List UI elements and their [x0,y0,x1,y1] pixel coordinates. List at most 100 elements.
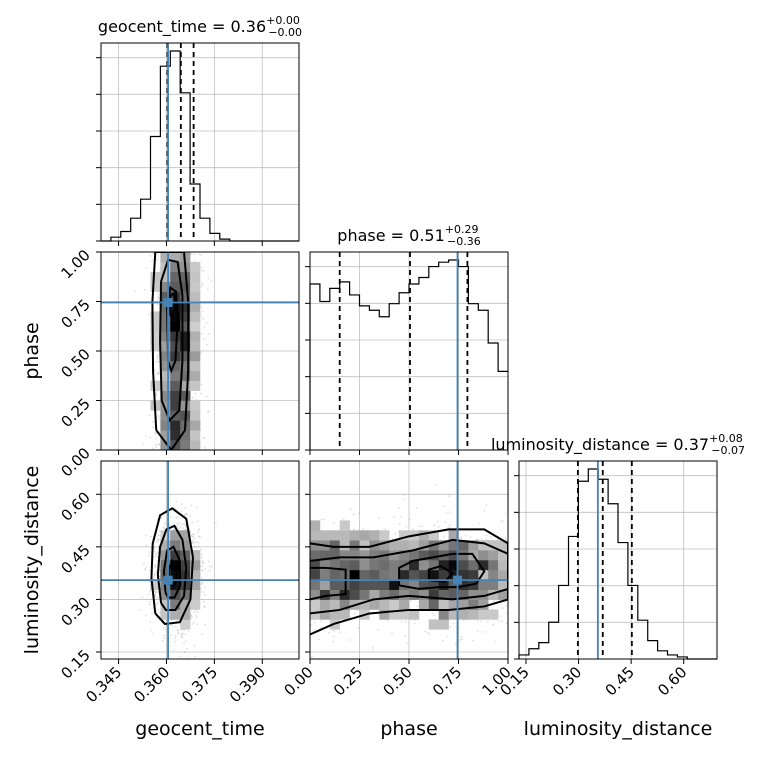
sample-point [180,633,183,636]
sample-point [461,638,464,641]
sample-point [154,550,156,553]
sample-point [158,568,161,571]
sample-point [203,600,206,603]
sample-point [197,529,200,532]
density-cell [170,400,181,411]
panel-content [101,252,299,450]
sample-point [157,360,160,363]
density-cell [170,599,181,610]
density-cell [150,281,161,292]
sample-point [208,565,211,568]
sample-point [154,593,157,596]
sample-point [182,632,185,635]
density-cell [170,569,181,581]
sample-point [145,534,147,537]
sample-point [469,536,472,539]
sample-point [185,647,188,650]
sample-point [148,603,151,606]
sample-point [163,634,166,637]
sample-point [184,514,186,517]
density-cell [160,390,171,401]
density-cell [190,351,201,362]
density-cell [160,530,171,541]
density-cell [160,311,171,322]
sample-point [200,313,202,315]
density-cell [180,430,191,441]
density-cell [180,400,191,411]
sample-point [207,277,210,280]
density-cell [160,400,171,411]
sample-point [174,507,177,510]
sample-point [158,416,160,419]
density-cell [170,360,181,372]
sample-point [204,568,207,571]
sample-point [162,526,165,529]
sample-point [193,611,196,613]
density-cell [170,390,181,401]
sample-point [157,539,160,542]
sample-point [194,655,196,658]
sample-point [157,303,159,306]
sample-point [201,633,204,636]
sample-point [416,605,419,608]
sample-point [184,512,187,515]
sample-point [192,541,195,544]
sample-point [151,611,153,614]
sample-point [174,634,177,637]
sample-point [150,629,153,632]
sample-point [148,581,151,583]
sample-point [184,524,187,527]
sample-point [149,436,151,439]
truth-point [163,575,173,585]
sample-point [189,514,191,517]
sample-point [177,521,179,524]
histogram-step-luminosity_distance [518,468,717,660]
density-cell [160,410,171,421]
density-cell [160,589,171,600]
panel-content [101,461,299,659]
y-tick-label: 0.30 [57,594,93,630]
sample-point [163,637,165,640]
density-cell [150,311,161,322]
sample-point [458,640,460,643]
sample-point [148,414,151,417]
sample-point [148,570,151,572]
sample-point [154,591,157,593]
sample-point [184,507,186,510]
hist-panel-geocent_time [96,42,300,246]
sample-point [204,623,206,626]
sample-point [150,598,153,601]
contour-level [162,545,182,599]
sample-point [171,624,174,627]
sample-point [172,528,175,531]
density-cell [190,291,201,302]
sample-point [149,590,152,592]
sample-point [459,638,462,641]
sample-point [160,517,163,519]
sample-point [207,287,209,290]
density-cell [170,370,181,381]
density-cell [190,360,201,372]
sample-point [155,553,158,556]
contour-level [156,524,188,611]
x-tick-label: 0.345 [82,663,125,706]
sample-point [191,533,194,536]
density-cell [180,370,191,381]
sample-point [156,293,159,296]
sample-point [190,615,193,618]
sample-point [184,528,186,531]
x-tick-label: 0.45 [602,663,638,699]
sample-point [176,516,179,519]
sample-point [153,547,156,550]
sample-point [190,614,193,617]
sample-point [157,541,159,544]
x-tick-label: 0.375 [178,663,221,706]
y-tick-label: 0.15 [57,646,93,682]
sample-point [203,605,206,608]
sample-point [183,523,186,525]
sample-point [156,555,158,558]
sample-point [174,637,177,640]
density-cell [180,540,191,551]
density-cell [190,579,201,590]
sample-point [142,443,145,446]
